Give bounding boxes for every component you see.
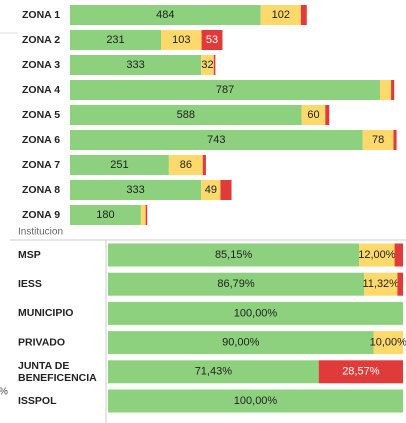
bar-segment xyxy=(70,80,381,100)
bar-segment xyxy=(70,155,169,175)
data-label: 53 xyxy=(206,34,218,46)
data-label: 102 xyxy=(272,9,290,21)
data-label: 103 xyxy=(172,34,190,46)
bar-segment xyxy=(300,5,307,25)
bar-segment xyxy=(70,180,202,200)
bar-segment xyxy=(318,360,403,384)
bar-segment xyxy=(393,130,397,150)
category-label: ZONA 4 xyxy=(22,84,60,96)
bar-segment xyxy=(201,55,214,75)
bar-segment xyxy=(70,130,363,150)
category-label: ZONA 5 xyxy=(22,109,60,121)
bar-segment xyxy=(201,180,221,200)
data-label: 11,32% xyxy=(362,278,399,290)
bar-segment xyxy=(260,5,301,25)
bar-segment xyxy=(325,105,330,125)
category-label: PRIVADO xyxy=(18,336,65,348)
bar-segment xyxy=(70,5,261,25)
category-label: IESS xyxy=(18,278,42,290)
data-label: 787 xyxy=(216,84,234,96)
bar-segment xyxy=(108,301,403,325)
category-label: JUNTA DE BENEFICENCIA xyxy=(18,360,97,384)
data-label: 86,79% xyxy=(217,278,255,290)
data-label: 100,00% xyxy=(234,395,278,407)
bar-segment xyxy=(108,389,403,413)
data-label: 12,00% xyxy=(358,249,396,261)
data-label: 90,00% xyxy=(222,337,260,349)
data-label: 251 xyxy=(110,159,128,171)
bar-segment xyxy=(380,80,392,100)
bar-segment xyxy=(168,155,203,175)
bar-segment xyxy=(70,30,162,50)
data-label: 60 xyxy=(307,109,319,121)
data-label: 100,00% xyxy=(234,307,278,319)
category-label: ZONA 9 xyxy=(22,209,60,221)
category-label: MSP xyxy=(18,249,41,261)
data-label: 71,43% xyxy=(195,366,233,378)
bar-segment xyxy=(202,155,206,175)
data-label: 10,00% xyxy=(370,337,406,349)
bar-segment xyxy=(362,130,394,150)
bar-segment xyxy=(213,55,216,75)
data-label: 333 xyxy=(126,59,144,71)
data-label: 231 xyxy=(106,34,124,46)
bar-segment xyxy=(108,272,365,296)
bar-segment xyxy=(364,272,398,296)
data-label: 49 xyxy=(205,184,217,196)
category-label: ZONA 6 xyxy=(22,134,60,146)
data-label: 86 xyxy=(180,159,192,171)
data-label: 32 xyxy=(201,59,213,71)
bar-segment xyxy=(108,360,319,384)
bar-segment xyxy=(108,243,360,267)
bar-segment xyxy=(391,80,395,100)
bar-segment xyxy=(145,205,148,225)
bar-segment xyxy=(70,205,141,225)
category-label: MUNICIPIO xyxy=(18,307,73,319)
bar-segment xyxy=(397,272,403,296)
data-label: 588 xyxy=(177,109,195,121)
category-label: ZONA 3 xyxy=(22,59,60,71)
bar-segment xyxy=(220,180,232,200)
cut-text: % xyxy=(0,387,8,398)
bar-segment xyxy=(161,30,202,50)
bar-segment xyxy=(140,205,146,225)
bar-segment xyxy=(70,105,302,125)
bar-segment xyxy=(70,55,202,75)
bar-segment xyxy=(394,243,403,267)
bar-segment xyxy=(359,243,395,267)
category-label: ZONA 1 xyxy=(22,9,60,21)
data-label: 484 xyxy=(156,9,174,21)
column-header: Institucion xyxy=(18,227,63,238)
data-label: 28,57% xyxy=(342,366,380,378)
category-label: ZONA 2 xyxy=(22,34,60,46)
data-label: 78 xyxy=(372,134,384,146)
data-label: 85,15% xyxy=(215,249,253,261)
bar-segment xyxy=(108,331,374,355)
bar-segment xyxy=(301,105,326,125)
data-label: 333 xyxy=(126,184,144,196)
category-label: ISSPOL xyxy=(18,395,57,407)
bar-segment xyxy=(201,30,223,50)
category-label: ZONA 7 xyxy=(22,159,60,171)
data-label: 743 xyxy=(207,134,225,146)
bar-segment xyxy=(373,331,403,355)
data-label: 180 xyxy=(96,209,114,221)
category-label: ZONA 8 xyxy=(22,184,60,196)
